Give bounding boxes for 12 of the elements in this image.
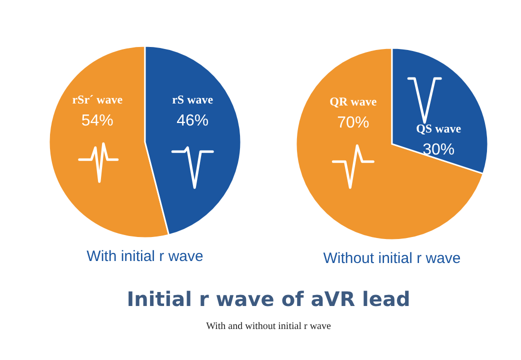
data-label: 30%: [422, 141, 455, 158]
slice-label: QR wave: [330, 94, 378, 109]
text: With and without initial r wave: [206, 321, 332, 332]
text: With initial r wave: [86, 248, 204, 265]
slice-label: rSr´ wave: [72, 92, 124, 107]
data-label: 70%: [337, 114, 370, 132]
data-label: 54%: [81, 112, 114, 130]
data-label: 46%: [176, 112, 209, 130]
slice-label: QS wave: [416, 121, 462, 136]
text: Initial r wave of aVR lead: [126, 287, 410, 311]
slice-label: rS wave: [172, 92, 214, 107]
text: Without initial r wave: [323, 250, 461, 267]
